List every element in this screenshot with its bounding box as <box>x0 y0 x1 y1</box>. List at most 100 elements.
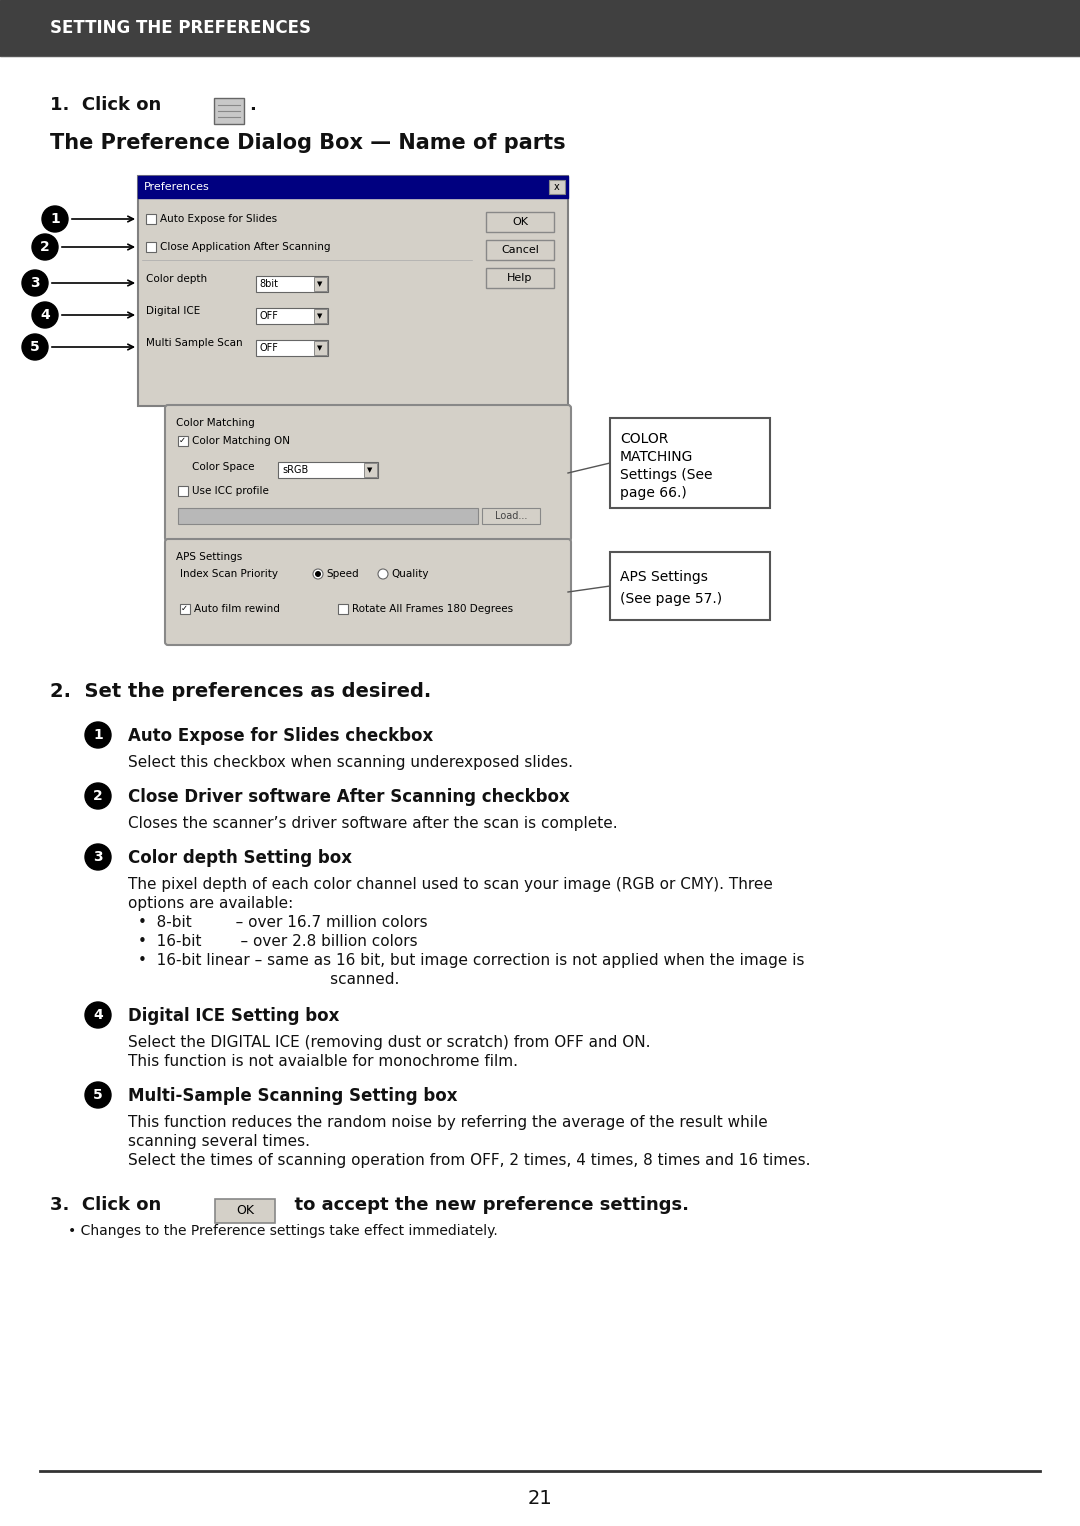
Text: Closes the scanner’s driver software after the scan is complete.: Closes the scanner’s driver software aft… <box>129 816 618 832</box>
Bar <box>482 508 540 523</box>
Bar <box>146 214 156 224</box>
Text: ▼: ▼ <box>318 281 323 287</box>
Text: Color Matching ON: Color Matching ON <box>192 436 291 446</box>
Circle shape <box>315 571 321 577</box>
Bar <box>0 0 1080 56</box>
Text: to accept the new preference settings.: to accept the new preference settings. <box>282 1196 689 1215</box>
Bar <box>146 243 156 252</box>
Text: Quality: Quality <box>391 569 429 578</box>
Text: • Changes to the Preference settings take effect immediately.: • Changes to the Preference settings tak… <box>68 1224 498 1238</box>
Bar <box>314 340 327 356</box>
Circle shape <box>22 334 48 360</box>
FancyBboxPatch shape <box>165 404 571 542</box>
Bar <box>178 508 478 523</box>
Circle shape <box>85 722 111 748</box>
Circle shape <box>32 302 58 328</box>
Text: Select the times of scanning operation from OFF, 2 times, 4 times, 8 times and 1: Select the times of scanning operation f… <box>129 1154 810 1167</box>
Text: MATCHING: MATCHING <box>620 450 693 464</box>
Bar <box>338 604 348 613</box>
Text: Cancel: Cancel <box>501 246 539 255</box>
Text: •  16-bit linear – same as 16 bit, but image correction is not applied when the : • 16-bit linear – same as 16 bit, but im… <box>138 954 805 967</box>
Text: Close Driver software After Scanning checkbox: Close Driver software After Scanning che… <box>129 787 570 806</box>
Circle shape <box>42 206 68 232</box>
Text: •  16-bit        – over 2.8 billion colors: • 16-bit – over 2.8 billion colors <box>138 934 418 949</box>
Bar <box>314 278 327 291</box>
Text: •  8-bit         – over 16.7 million colors: • 8-bit – over 16.7 million colors <box>138 916 428 929</box>
Text: 4: 4 <box>93 1009 103 1022</box>
Circle shape <box>378 569 388 578</box>
Text: 3.  Click on: 3. Click on <box>50 1196 161 1215</box>
Circle shape <box>32 233 58 259</box>
Bar <box>180 604 190 613</box>
Text: Digital ICE Setting box: Digital ICE Setting box <box>129 1007 339 1025</box>
Text: ▼: ▼ <box>318 313 323 319</box>
Text: Select the DIGITAL ICE (removing dust or scratch) from OFF and ON.: Select the DIGITAL ICE (removing dust or… <box>129 1035 650 1050</box>
Text: APS Settings: APS Settings <box>176 552 242 562</box>
Text: Speed: Speed <box>326 569 359 578</box>
Text: Preferences: Preferences <box>144 182 210 192</box>
Text: SETTING THE PREFERENCES: SETTING THE PREFERENCES <box>50 18 311 37</box>
Text: Auto Expose for Slides: Auto Expose for Slides <box>160 214 278 224</box>
Text: options are available:: options are available: <box>129 896 294 911</box>
Circle shape <box>22 270 48 296</box>
Text: x: x <box>554 182 559 192</box>
Text: Auto Expose for Slides checkbox: Auto Expose for Slides checkbox <box>129 726 433 745</box>
Circle shape <box>85 783 111 809</box>
Text: OFF: OFF <box>259 343 278 353</box>
Circle shape <box>85 1082 111 1108</box>
Text: .: . <box>249 96 256 114</box>
Circle shape <box>85 1003 111 1029</box>
Text: Color depth Setting box: Color depth Setting box <box>129 848 352 867</box>
Text: 2: 2 <box>93 789 103 803</box>
Bar <box>549 180 565 194</box>
Bar <box>256 276 328 291</box>
Bar <box>214 98 244 124</box>
Text: page 66.): page 66.) <box>620 485 687 501</box>
Text: (See page 57.): (See page 57.) <box>620 592 723 606</box>
Bar <box>364 462 377 478</box>
Text: OFF: OFF <box>259 311 278 320</box>
Text: 1: 1 <box>93 728 103 742</box>
Text: OK: OK <box>237 1204 254 1218</box>
Bar <box>610 552 770 620</box>
Text: Select this checkbox when scanning underexposed slides.: Select this checkbox when scanning under… <box>129 755 573 771</box>
Bar <box>138 175 568 406</box>
Bar <box>486 269 554 288</box>
Text: 4: 4 <box>40 308 50 322</box>
Bar <box>178 436 188 446</box>
Text: ▼: ▼ <box>367 467 373 473</box>
Text: Use ICC profile: Use ICC profile <box>192 485 269 496</box>
Circle shape <box>313 569 323 578</box>
Bar <box>178 485 188 496</box>
Text: APS Settings: APS Settings <box>620 571 707 584</box>
Text: This function reduces the random noise by referring the average of the result wh: This function reduces the random noise b… <box>129 1116 768 1129</box>
Text: Rotate All Frames 180 Degrees: Rotate All Frames 180 Degrees <box>352 604 513 613</box>
Circle shape <box>85 844 111 870</box>
Text: Close Application After Scanning: Close Application After Scanning <box>160 243 330 252</box>
Text: scanned.: scanned. <box>218 972 400 987</box>
Text: Load...: Load... <box>495 511 527 520</box>
Bar <box>486 240 554 259</box>
Text: Multi Sample Scan: Multi Sample Scan <box>146 337 243 348</box>
Text: OK: OK <box>512 217 528 227</box>
Text: 5: 5 <box>30 340 40 354</box>
Text: This function is not avaialble for monochrome film.: This function is not avaialble for monoc… <box>129 1054 518 1070</box>
Text: ▼: ▼ <box>318 345 323 351</box>
Text: Settings (See: Settings (See <box>620 468 713 482</box>
Text: 1.  Click on: 1. Click on <box>50 96 161 114</box>
Text: Color Space: Color Space <box>192 462 255 472</box>
Text: 2.  Set the preferences as desired.: 2. Set the preferences as desired. <box>50 682 431 700</box>
Text: sRGB: sRGB <box>282 465 308 475</box>
Text: 1: 1 <box>50 212 59 226</box>
Bar <box>138 175 568 198</box>
Text: Multi-Sample Scanning Setting box: Multi-Sample Scanning Setting box <box>129 1087 458 1105</box>
Bar <box>486 212 554 232</box>
Text: Help: Help <box>508 273 532 282</box>
Text: 8bit: 8bit <box>259 279 278 288</box>
Text: 3: 3 <box>30 276 40 290</box>
Bar <box>256 340 328 356</box>
Text: Digital ICE: Digital ICE <box>146 307 200 316</box>
Text: 5: 5 <box>93 1088 103 1102</box>
Text: The Preference Dialog Box — Name of parts: The Preference Dialog Box — Name of part… <box>50 133 566 153</box>
Text: 2: 2 <box>40 240 50 253</box>
